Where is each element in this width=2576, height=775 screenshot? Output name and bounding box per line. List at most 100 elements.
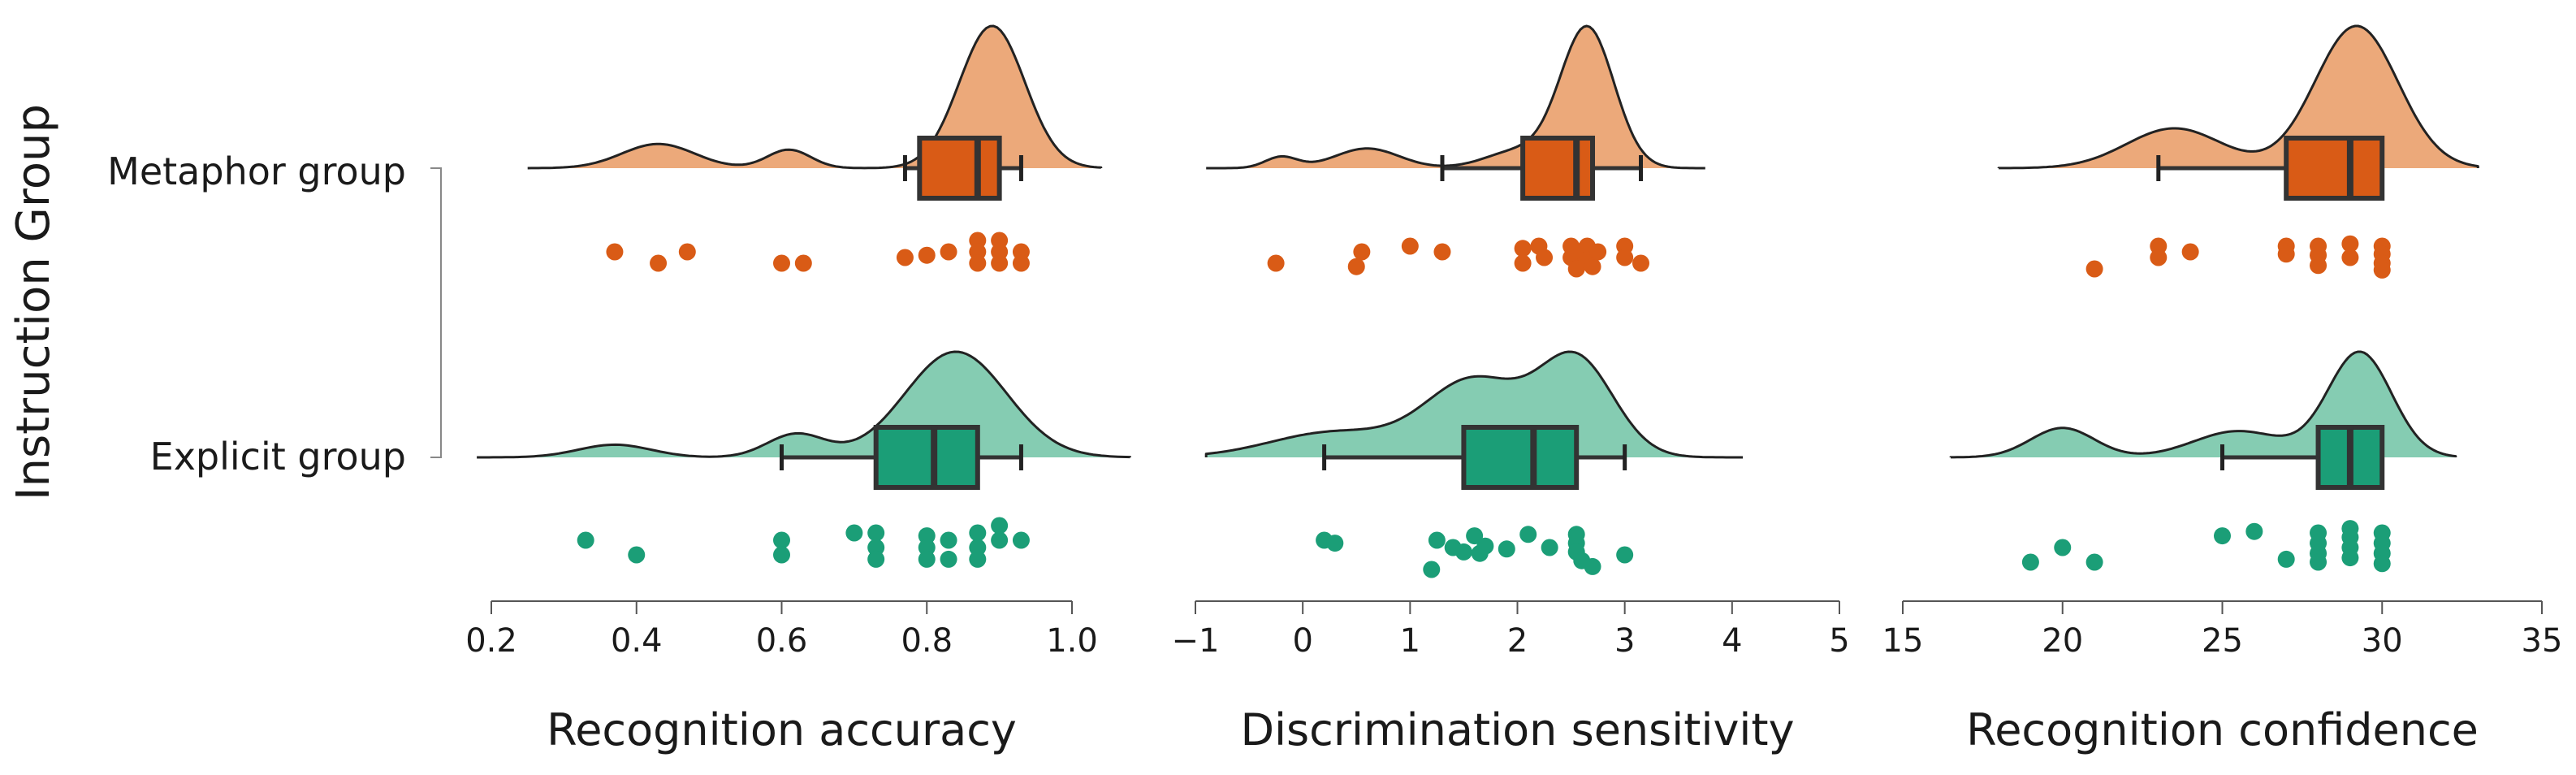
metaphor-density-1	[527, 24, 1103, 170]
x-tick-label-2-5: 3	[1614, 622, 1635, 660]
metaphor-point-3-15	[2373, 261, 2391, 279]
metaphor-point-2-3	[1347, 258, 1365, 275]
metaphor-point-3-4	[2181, 243, 2199, 261]
metaphor-point-3-3	[2150, 249, 2168, 266]
x-tick-label-2-7: 5	[1829, 622, 1849, 660]
x-tick-label-2-3: 1	[1400, 622, 1420, 660]
explicit-point-1-6	[867, 524, 885, 542]
explicit-point-1-18	[991, 531, 1009, 549]
explicit-point-2-9	[1476, 537, 1494, 555]
explicit-point-2-12	[1541, 539, 1558, 556]
x-tick-label-3-2: 20	[2042, 622, 2083, 660]
metaphor-point-3-6	[2277, 245, 2295, 263]
x-tick-label-1-1: 0.2	[465, 622, 517, 660]
explicit-point-1-2	[628, 546, 646, 564]
explicit-point-2-7	[1466, 527, 1484, 545]
x-tick-label-3-4: 30	[2362, 622, 2403, 660]
explicit-point-1-10	[918, 539, 936, 556]
metaphor-point-3-1	[2085, 260, 2103, 278]
metaphor-point-2-19	[1616, 249, 1634, 266]
metaphor-point-3-11	[2341, 249, 2359, 266]
metaphor-point-1-11	[969, 254, 987, 272]
explicit-point-2-3	[1428, 531, 1446, 549]
metaphor-density-3	[1997, 24, 2479, 170]
explicit-point-3-2	[2054, 539, 2072, 556]
explicit-point-1-14	[969, 524, 987, 542]
metaphor-point-1-4	[773, 254, 790, 272]
x-tick-label-3-5: 35	[2522, 622, 2563, 660]
explicit-density-2	[1204, 350, 1744, 459]
explicit-point-3-3	[2085, 553, 2103, 571]
explicit-point-1-4	[773, 546, 790, 564]
explicit-point-1-16	[969, 550, 987, 568]
x-tick-label-2-1: −1	[1172, 622, 1220, 660]
metaphor-point-2-2	[1353, 243, 1371, 261]
explicit-point-3-14	[2341, 549, 2359, 567]
x-axis-title-1: Recognition accuracy	[547, 704, 1017, 756]
metaphor-point-2-17	[1589, 243, 1607, 261]
panel-2: −1 0 1 2 3 4 5 Discrimination sensitivity	[1172, 24, 1850, 756]
x-tick-label-1-3: 0.6	[756, 622, 808, 660]
metaphor-point-2-7	[1514, 254, 1532, 272]
explicit-point-2-10	[1498, 540, 1515, 558]
metaphor-point-3-10	[2341, 235, 2359, 253]
metaphor-point-1-16	[1012, 254, 1030, 272]
x-tick-label-2-2: 0	[1292, 622, 1312, 660]
explicit-point-1-9	[918, 527, 936, 545]
x-tick-label-3-1: 15	[1882, 622, 1924, 660]
explicit-point-3-5	[2245, 522, 2263, 540]
explicit-point-2-5	[1423, 561, 1441, 578]
metaphor-point-1-7	[918, 246, 936, 264]
metaphor-point-2-16	[1584, 258, 1601, 275]
group-label-metaphor: Metaphor group	[107, 149, 406, 193]
explicit-point-2-2	[1326, 535, 1344, 552]
panel-1: 0.2 0.4 0.6 0.8 1.0 Recognition accuracy	[465, 24, 1131, 756]
group-label-explicit: Explicit group	[150, 435, 406, 478]
metaphor-point-2-20	[1632, 254, 1649, 272]
explicit-point-3-18	[2373, 555, 2391, 573]
explicit-point-1-1	[577, 531, 594, 549]
explicit-point-3-1	[2021, 553, 2039, 571]
explicit-point-2-11	[1519, 526, 1537, 543]
explicit-point-1-3	[773, 531, 790, 549]
explicit-point-1-15	[969, 539, 987, 556]
explicit-point-1-19	[1012, 531, 1030, 549]
panel-3: 15 20 25 30 35 Recognition confidence	[1882, 24, 2563, 756]
y-axis-bracket	[430, 167, 442, 458]
explicit-point-1-11	[918, 550, 936, 568]
explicit-point-3-10	[2310, 553, 2327, 571]
metaphor-box-2	[1520, 136, 1596, 201]
metaphor-point-2-9	[1536, 249, 1554, 266]
x-tick-label-1-4: 0.8	[901, 622, 953, 660]
metaphor-point-1-3	[650, 254, 668, 272]
metaphor-density-2	[1206, 24, 1705, 170]
x-tick-label-3-3: 25	[2202, 622, 2243, 660]
x-axis-title-2: Discrimination sensitivity	[1240, 704, 1794, 756]
explicit-box-1	[873, 425, 980, 490]
metaphor-point-3-9	[2310, 257, 2327, 275]
x-axis-title-3: Recognition confidence	[1966, 704, 2479, 756]
x-tick-label-1-2: 0.4	[611, 622, 663, 660]
explicit-point-3-4	[2214, 527, 2231, 545]
explicit-point-1-12	[940, 531, 957, 549]
metaphor-box-1	[917, 136, 1002, 201]
metaphor-point-2-5	[1433, 243, 1451, 261]
explicit-point-2-17	[1584, 557, 1601, 575]
y-axis-title: Instruction Group	[7, 104, 60, 500]
x-tick-label-2-6: 4	[1722, 622, 1742, 660]
metaphor-point-1-14	[991, 254, 1009, 272]
explicit-point-1-17	[991, 517, 1009, 535]
metaphor-point-2-4	[1401, 237, 1419, 255]
explicit-point-3-6	[2277, 550, 2295, 568]
explicit-density-1	[477, 350, 1131, 459]
explicit-point-2-18	[1616, 546, 1634, 564]
metaphor-point-1-1	[606, 243, 624, 261]
metaphor-point-1-8	[940, 243, 957, 261]
x-tick-label-2-4: 2	[1507, 622, 1528, 660]
metaphor-point-1-5	[794, 254, 812, 272]
metaphor-box-3	[2284, 136, 2385, 201]
explicit-box-2	[1461, 425, 1580, 490]
explicit-point-1-13	[940, 550, 957, 568]
explicit-point-1-8	[867, 550, 885, 568]
metaphor-point-2-6	[1514, 240, 1532, 258]
